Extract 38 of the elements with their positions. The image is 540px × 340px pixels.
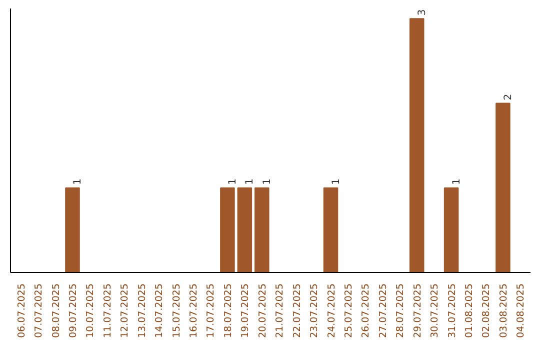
x-tick-label: 31.07.2025 (446, 283, 458, 338)
data-label: 1 (72, 178, 84, 185)
x-tick-label: 02.08.2025 (481, 283, 492, 338)
x-tick-label: 09.07.2025 (68, 283, 79, 338)
x-tick-label: 20.07.2025 (257, 283, 268, 338)
data-label: 1 (262, 178, 273, 185)
data-label: 1 (244, 178, 256, 185)
x-tick-label: 16.07.2025 (188, 283, 200, 338)
x-tick-label: 08.07.2025 (50, 283, 62, 338)
x-tick-label: 13.07.2025 (136, 283, 148, 338)
x-tick-label: 22.07.2025 (292, 283, 303, 338)
x-tick-label: 24.07.2025 (326, 283, 338, 338)
data-label: 1 (330, 178, 342, 185)
x-tick-label: 26.07.2025 (360, 283, 372, 338)
x-tick-label: 04.08.2025 (516, 283, 527, 338)
x-tick-label: 12.07.2025 (120, 283, 131, 338)
data-label: 3 (416, 9, 428, 16)
data-label: 1 (227, 178, 238, 185)
x-tick-label: 03.08.2025 (498, 283, 510, 338)
x-tick-label: 28.07.2025 (395, 283, 406, 338)
x-tick-label: 07.07.2025 (34, 283, 45, 338)
data-label: 1 (451, 178, 462, 185)
x-tick-label: 30.07.2025 (430, 283, 441, 338)
x-tick-label: 01.08.2025 (464, 283, 476, 338)
data-label: 2 (502, 94, 514, 100)
x-tick-label: 23.07.2025 (309, 283, 320, 338)
x-tick-label: 29.07.2025 (412, 283, 424, 338)
x-tick-label: 27.07.2025 (378, 283, 389, 338)
x-tick-label: 14.07.2025 (154, 283, 166, 338)
x-tick-label: 25.07.2025 (343, 283, 354, 338)
x-tick-label: 11.07.2025 (102, 283, 114, 338)
x-tick-label: 19.07.2025 (240, 283, 252, 338)
x-tick-label: 18.07.2025 (222, 283, 234, 338)
x-tick-label: 06.07.2025 (16, 283, 28, 338)
x-tick-label: 17.07.2025 (206, 283, 217, 338)
x-tick-label: 21.07.2025 (274, 283, 286, 338)
x-tick-label: 10.07.2025 (85, 283, 96, 338)
x-tick-label: 15.07.2025 (171, 283, 182, 338)
